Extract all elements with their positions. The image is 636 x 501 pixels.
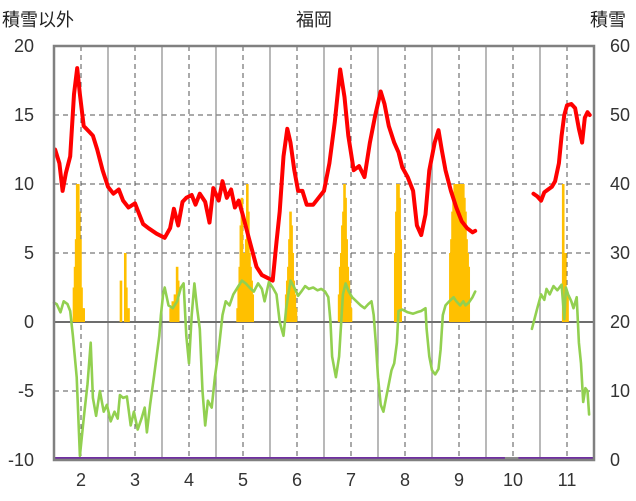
y-left-tick-label: 15 (14, 105, 34, 125)
x-tick-label: 8 (400, 470, 410, 490)
snow-bar (349, 308, 353, 322)
y-right-tick-label: 10 (610, 381, 630, 401)
y-right-tick-label: 0 (610, 450, 620, 470)
y-left-tick-label: 5 (24, 243, 34, 263)
red-series-line (53, 66, 478, 283)
y-right-tick-label: 40 (610, 174, 630, 194)
x-tick-label: 5 (238, 470, 248, 490)
y-left-tick-label: -5 (18, 381, 34, 401)
snow-bar (399, 239, 402, 322)
x-tick-label: 3 (130, 470, 140, 490)
y-right-tick-label: 20 (610, 312, 630, 332)
snow-bar (125, 287, 128, 322)
x-tick-label: 7 (346, 470, 356, 490)
y-left-tick-label: 0 (24, 312, 34, 332)
red-series-line (531, 102, 592, 203)
snow-bar (467, 266, 471, 322)
snow-bar (82, 308, 85, 322)
snow-bar (169, 308, 172, 322)
snow-bar (171, 301, 175, 322)
snow-bar (80, 287, 83, 322)
y-right-tick-label: 60 (610, 36, 630, 56)
y-left-tick-label: -10 (8, 450, 34, 470)
x-tick-label: 4 (184, 470, 194, 490)
snow-bar (173, 294, 177, 322)
x-tick-label: 10 (503, 470, 523, 490)
snow-bar (79, 239, 82, 322)
y-right-tick-label: 50 (610, 105, 630, 125)
x-tick-label: 6 (292, 470, 302, 490)
x-tick-label: 2 (76, 470, 86, 490)
y-left-tick-label: 10 (14, 174, 34, 194)
snow-bar (119, 280, 123, 322)
left-axis-label: 積雪以外 (2, 10, 74, 31)
green-series-line (52, 279, 477, 458)
plot-frame (52, 44, 596, 462)
chart-title: 福岡 (296, 10, 332, 31)
snow-bar (251, 294, 255, 322)
snow-bar (566, 294, 569, 322)
snow-bar (561, 184, 565, 322)
snow-bar (294, 308, 298, 322)
y-left-tick-label: 20 (14, 36, 34, 56)
y-right-tick-label: 30 (610, 243, 630, 263)
x-tick-label: 11 (558, 470, 577, 490)
right-axis-label: 積雪 (590, 10, 626, 31)
x-tick-label: 9 (454, 470, 464, 490)
snow-bar (127, 308, 130, 322)
green-series-line (530, 283, 591, 416)
